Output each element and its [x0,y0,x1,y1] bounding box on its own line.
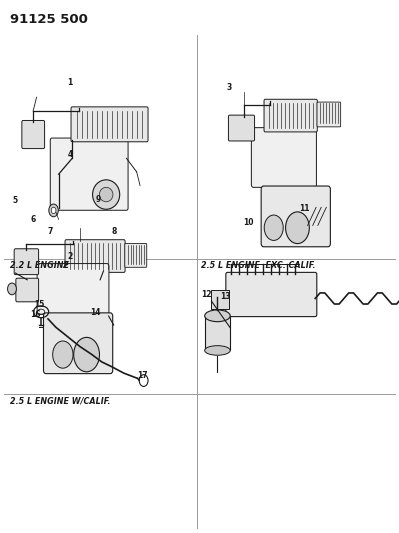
FancyBboxPatch shape [43,313,113,374]
Text: 13: 13 [220,293,231,301]
Bar [205,316,230,351]
FancyBboxPatch shape [14,249,39,274]
Text: 91125 500: 91125 500 [10,13,88,26]
Text: 16: 16 [30,310,40,319]
FancyBboxPatch shape [317,102,341,127]
Circle shape [286,212,309,244]
Circle shape [51,207,56,214]
Text: 3: 3 [227,84,232,92]
Text: 9: 9 [95,195,101,204]
FancyBboxPatch shape [22,120,45,149]
Text: 15: 15 [34,301,44,309]
FancyBboxPatch shape [50,138,128,211]
Bar [211,290,229,309]
Text: 12: 12 [201,290,212,298]
Text: 4: 4 [67,150,73,159]
Circle shape [8,283,16,295]
Ellipse shape [205,310,230,322]
Circle shape [264,215,283,240]
Text: 2.2 L ENGINE: 2.2 L ENGINE [10,261,69,270]
FancyBboxPatch shape [125,244,147,268]
Text: 1: 1 [67,78,73,87]
Circle shape [74,337,99,372]
Text: 5: 5 [13,197,18,205]
Text: 2.5 L ENGINE W/CALIF.: 2.5 L ENGINE W/CALIF. [10,396,111,405]
FancyBboxPatch shape [37,264,109,314]
FancyBboxPatch shape [71,107,148,142]
Text: 2: 2 [63,261,69,270]
Text: 6: 6 [30,215,36,224]
Circle shape [49,204,58,217]
Circle shape [53,341,73,368]
Text: 2: 2 [67,252,73,261]
Text: 8: 8 [111,227,117,236]
Ellipse shape [205,345,230,355]
Text: 17: 17 [138,372,148,380]
Text: 7: 7 [47,227,53,236]
FancyBboxPatch shape [251,128,316,188]
FancyBboxPatch shape [264,99,317,132]
Text: 11: 11 [299,205,309,213]
Text: 14: 14 [91,309,101,317]
FancyBboxPatch shape [228,115,255,141]
FancyBboxPatch shape [65,240,125,272]
Ellipse shape [99,187,113,202]
Text: 10: 10 [243,219,254,227]
FancyBboxPatch shape [16,278,39,302]
Ellipse shape [93,180,120,209]
Text: 2.5 L ENGINE  EXC. CALIF.: 2.5 L ENGINE EXC. CALIF. [201,261,316,270]
FancyBboxPatch shape [261,186,330,247]
FancyBboxPatch shape [226,272,317,317]
